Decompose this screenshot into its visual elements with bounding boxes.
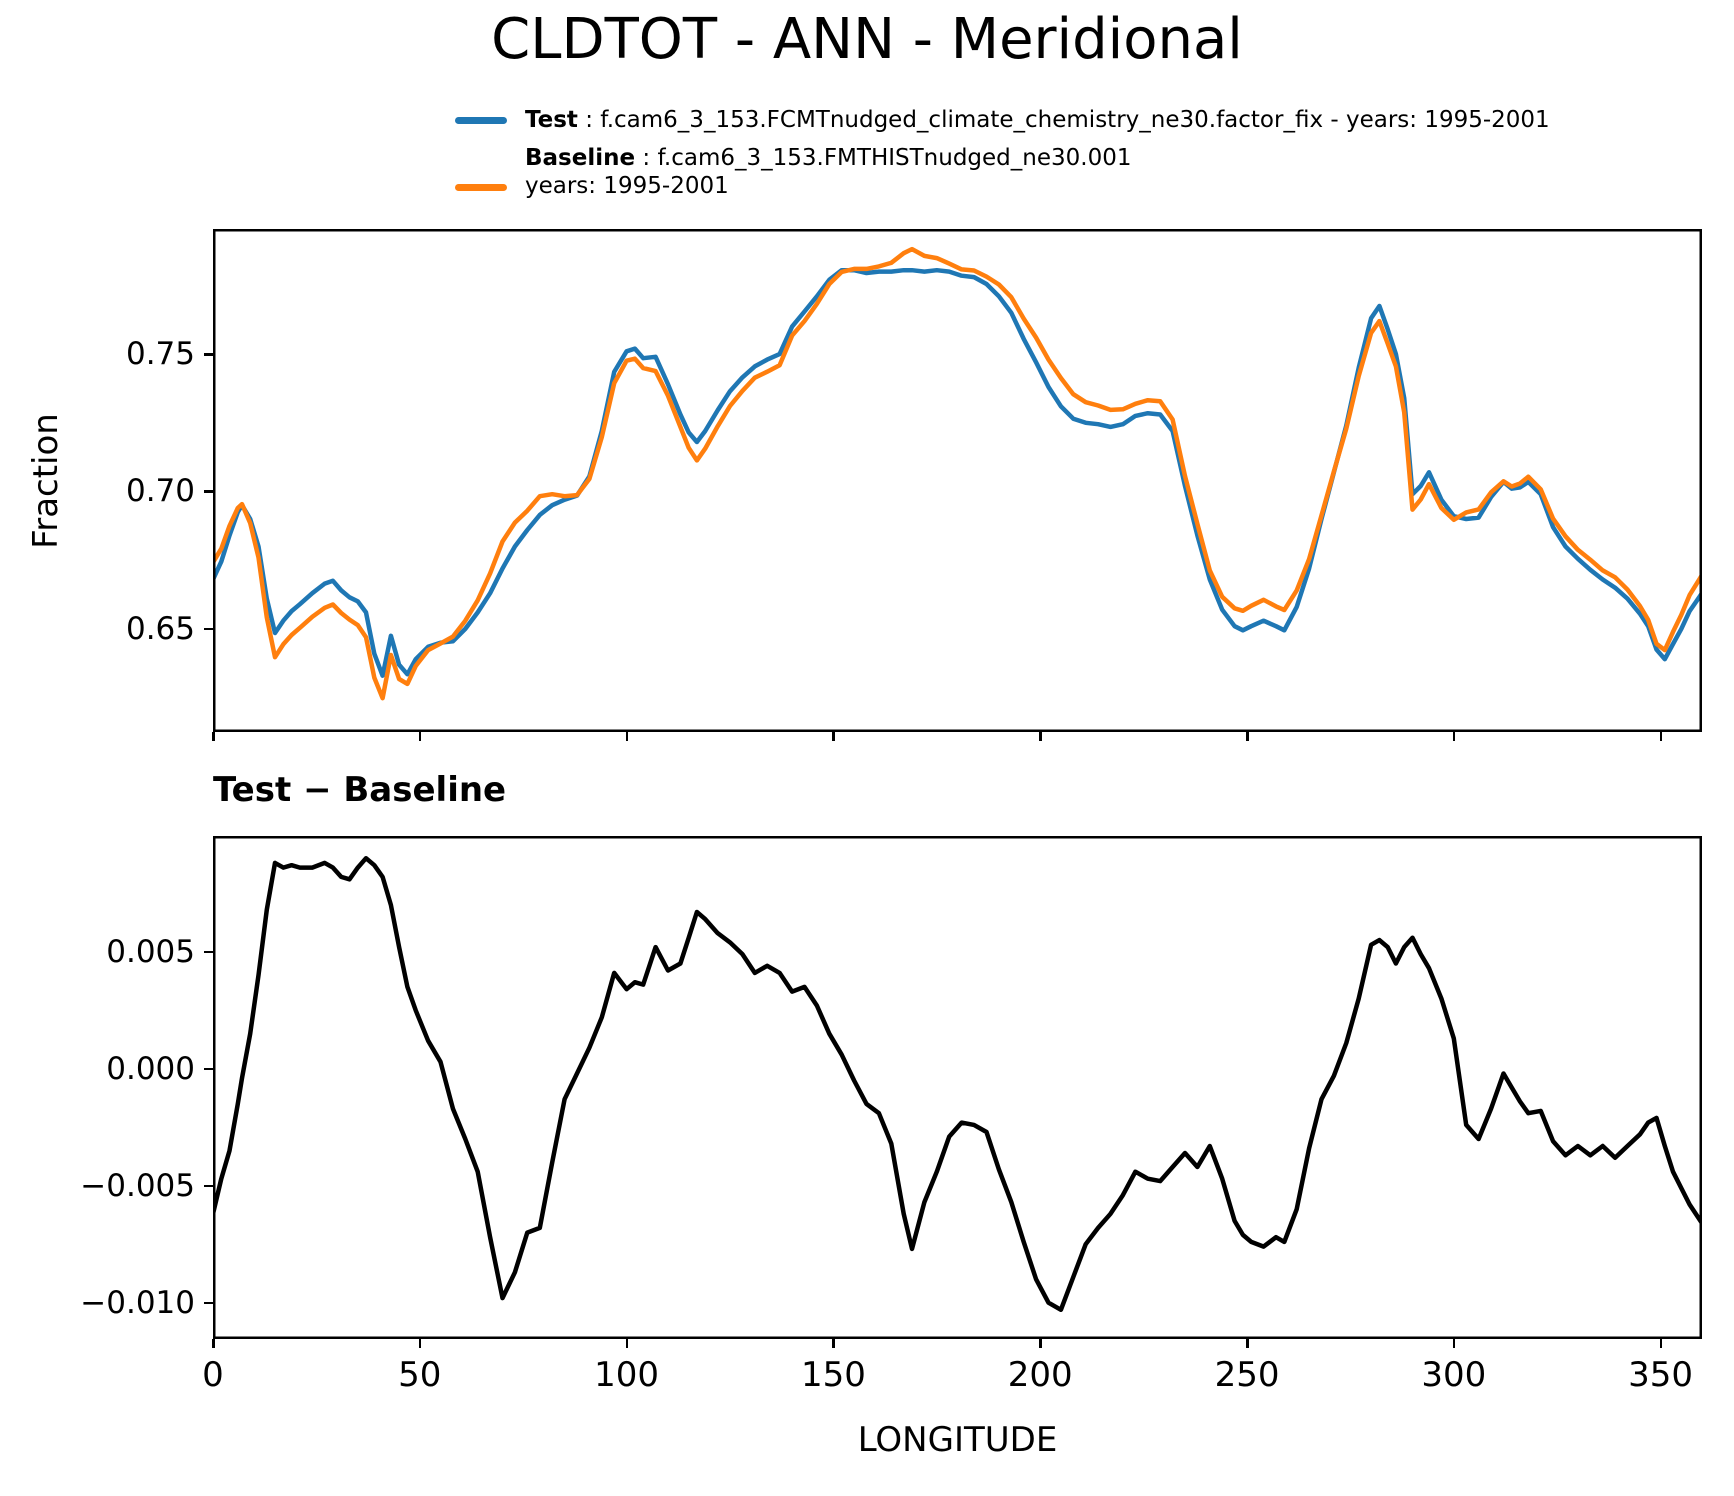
axes-border: [213, 836, 1702, 1339]
x-tick-mark: [625, 732, 629, 741]
diff-plot-axes: [210, 836, 1705, 1339]
diff-plot-title: Test − Baseline: [213, 770, 507, 810]
data-line: [210, 267, 1705, 678]
x-tick-mark: [418, 732, 422, 741]
y-tick-label: 0.000: [106, 1050, 195, 1087]
y-tick-label: −0.005: [80, 1167, 195, 1204]
legend-baseline-text: Baseline : f.cam6_3_153.FMTHISTnudged_ne…: [525, 144, 1131, 200]
legend-baseline-desc: : f.cam6_3_153.FMTHISTnudged_ne30.001: [635, 145, 1132, 171]
x-tick-mark: [212, 732, 215, 741]
page-title: CLDTOT - ANN - Meridional: [491, 7, 1243, 72]
y-axis-label: Fraction: [26, 413, 66, 549]
x-tick-label: 300: [1421, 1355, 1487, 1395]
x-tick-mark: [832, 732, 835, 741]
x-tick-label: 50: [398, 1355, 442, 1395]
test-line-swatch: [455, 116, 507, 124]
x-tick-mark: [1659, 732, 1663, 741]
legend-baseline-years: years: 1995-2001: [525, 173, 729, 199]
legend: Test : f.cam6_3_153.FCMTnudged_climate_c…: [455, 106, 1550, 210]
legend-item-test: Test : f.cam6_3_153.FCMTnudged_climate_c…: [455, 106, 1550, 134]
x-axis-label: LONGITUDE: [857, 1420, 1058, 1460]
y-tick-mark: [204, 1301, 213, 1305]
data-line: [210, 246, 1705, 701]
legend-test-text: Test : f.cam6_3_153.FCMTnudged_climate_c…: [525, 106, 1550, 134]
legend-test-desc: : f.cam6_3_153.FCMTnudged_climate_chemis…: [577, 107, 1550, 133]
plot-canvas: [210, 229, 1705, 732]
legend-baseline-label: Baseline: [525, 145, 636, 171]
y-tick-mark: [204, 490, 213, 493]
x-tick-mark: [1246, 732, 1249, 741]
x-tick-label: 250: [1214, 1355, 1280, 1395]
x-tick-mark: [1039, 1339, 1042, 1348]
y-tick-mark: [204, 950, 213, 954]
x-tick-label: 0: [202, 1355, 224, 1395]
x-tick-mark: [418, 1339, 422, 1348]
plot-canvas: [210, 836, 1705, 1339]
y-tick-mark: [204, 1067, 213, 1071]
data-line: [210, 855, 1705, 1313]
y-tick-label: 0.75: [125, 336, 195, 373]
x-tick-label: 350: [1628, 1355, 1694, 1395]
x-tick-label: 100: [594, 1355, 660, 1395]
legend-test-label: Test: [525, 107, 578, 133]
x-tick-mark: [1659, 1339, 1663, 1348]
x-tick-label: 150: [800, 1355, 866, 1395]
x-tick-mark: [212, 1339, 215, 1348]
x-tick-mark: [1452, 1339, 1456, 1348]
y-tick-label: 0.65: [125, 610, 195, 647]
y-tick-mark: [204, 1184, 213, 1188]
x-tick-label: 200: [1007, 1355, 1073, 1395]
y-tick-label: 0.70: [125, 473, 195, 510]
y-tick-label: −0.010: [80, 1284, 195, 1321]
x-tick-mark: [1452, 732, 1456, 741]
x-tick-mark: [1039, 732, 1042, 741]
top-plot-axes: [210, 229, 1705, 732]
y-tick-mark: [204, 627, 213, 631]
x-tick-mark: [832, 1339, 835, 1348]
legend-baseline-line1: Baseline : f.cam6_3_153.FMTHISTnudged_ne…: [525, 144, 1131, 172]
baseline-line-swatch: [455, 184, 507, 191]
x-tick-mark: [1246, 1339, 1249, 1348]
legend-item-baseline: Baseline : f.cam6_3_153.FMTHISTnudged_ne…: [455, 144, 1550, 200]
y-tick-label: 0.005: [106, 933, 195, 970]
axes-border: [213, 229, 1702, 732]
x-tick-mark: [625, 1339, 629, 1348]
y-tick-mark: [204, 353, 213, 356]
